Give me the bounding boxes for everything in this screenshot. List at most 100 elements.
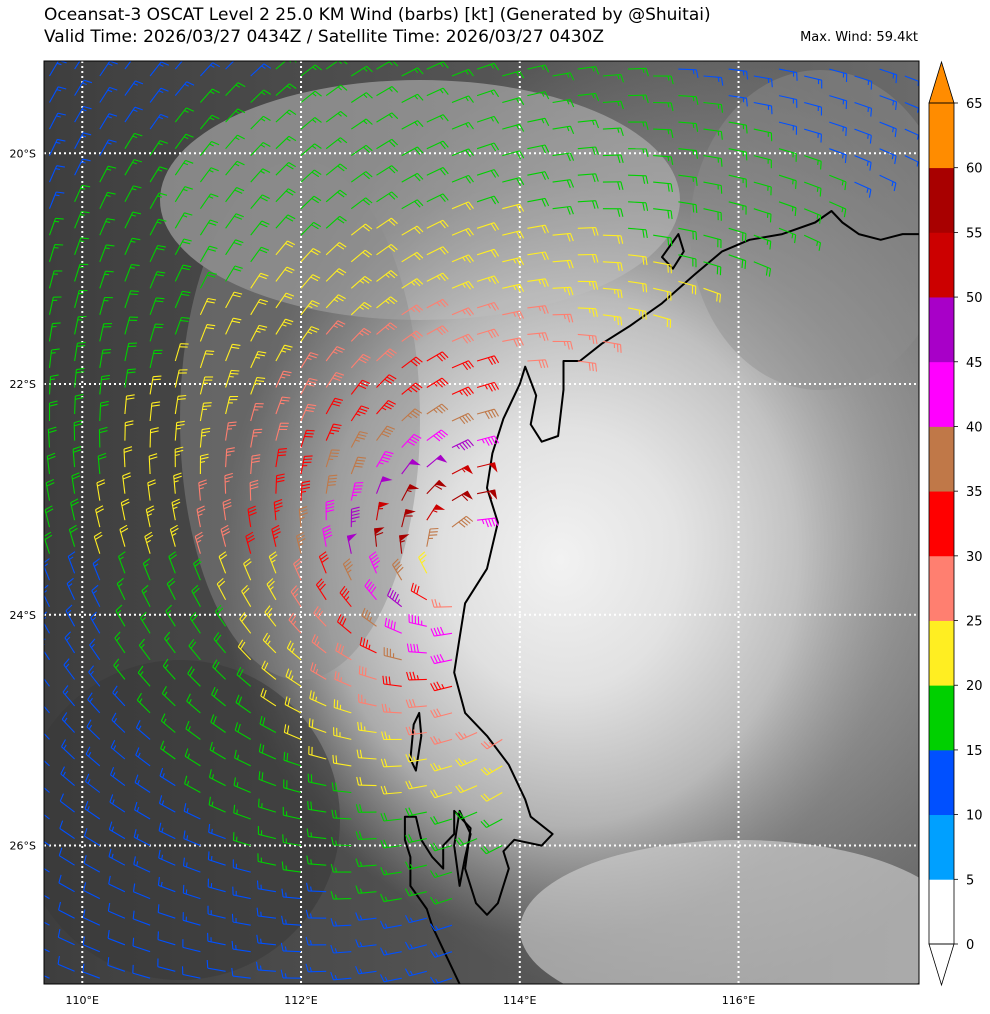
wind-barb (552, 179, 575, 189)
wind-barb (58, 847, 75, 866)
wind-barb (502, 257, 525, 266)
lon-label: 112°E (284, 994, 317, 1007)
wind-barb (753, 234, 772, 250)
barb-full-feather (433, 736, 439, 744)
barb-full-feather (645, 94, 649, 104)
barb-full-feather (122, 475, 131, 480)
barb-full-feather (158, 218, 167, 222)
barb-full-feather (513, 338, 518, 347)
barb-half-feather (136, 806, 140, 812)
wind-barb (804, 181, 822, 197)
barb-half-feather (236, 809, 238, 815)
barb-full-feather (770, 105, 773, 115)
barb-full-feather (127, 368, 136, 371)
barb-full-feather (331, 836, 334, 846)
barb-full-feather (595, 363, 598, 372)
barb-half-feather (187, 753, 191, 759)
barb-full-feather (232, 343, 241, 346)
barb-full-feather (519, 97, 525, 106)
barb-shaft (678, 121, 697, 125)
wind-barb (602, 314, 623, 326)
barb-full-feather (408, 753, 413, 762)
barb-shaft (199, 141, 212, 156)
barb-full-feather (278, 451, 287, 454)
wind-barb (112, 685, 126, 707)
barb-shaft (44, 948, 50, 953)
barb-half-feather (63, 717, 68, 723)
wind-barb (426, 193, 449, 203)
barb-full-feather (359, 636, 363, 646)
barb-full-feather (455, 733, 462, 741)
barb-full-feather (493, 116, 500, 124)
barb-full-feather (404, 941, 410, 950)
barb-full-feather (366, 65, 373, 73)
barb-shaft (59, 855, 75, 866)
colorbar-tick-label: 10 (966, 809, 983, 824)
barb-full-feather (385, 450, 394, 455)
barb-half-feather (286, 138, 291, 142)
barb-half-feather (44, 671, 45, 672)
barb-full-feather (268, 551, 277, 557)
barb-full-feather (442, 114, 449, 122)
barb-full-feather (468, 175, 474, 183)
wind-barb (174, 107, 195, 123)
barb-full-feather (216, 607, 224, 615)
wind-barb (300, 352, 319, 369)
barb-full-feather (233, 777, 236, 786)
barb-full-feather (487, 437, 493, 446)
wind-barb (83, 882, 101, 900)
wind-barb (380, 785, 402, 795)
wind-barb (149, 244, 166, 263)
barb-full-feather (380, 813, 385, 822)
barb-full-feather (212, 659, 218, 668)
barb-full-feather (158, 192, 168, 196)
barb-shaft (133, 891, 151, 900)
barb-full-feather (247, 505, 256, 510)
barb-full-feather (343, 558, 351, 565)
barb-full-feather (467, 439, 474, 447)
wind-barb (451, 307, 474, 317)
barb-full-feather (312, 274, 321, 279)
wind-barb (350, 118, 373, 130)
barb-full-feather (51, 348, 60, 351)
wind-barb (335, 642, 352, 661)
barb-full-feather (541, 198, 546, 207)
barb-full-feather (227, 424, 237, 427)
barb-half-feather (667, 75, 670, 81)
wind-barb (577, 146, 599, 156)
barb-full-feather (794, 234, 797, 244)
barb-half-feather (172, 506, 178, 510)
wind-barb (602, 73, 625, 83)
barb-half-feather (260, 144, 266, 148)
wind-barb (405, 699, 427, 709)
wind-barb (300, 429, 315, 448)
barb-full-feather (741, 259, 744, 268)
barb-full-feather (64, 631, 71, 639)
barb-full-feather (233, 291, 243, 295)
barb-half-feather (261, 65, 266, 69)
barb-half-feather (842, 153, 844, 159)
barb-full-feather (233, 317, 242, 321)
barb-full-feather (667, 264, 669, 273)
wind-barb (82, 936, 101, 953)
barb-full-feather (617, 235, 621, 244)
wind-barb (405, 915, 427, 924)
barb-full-feather (433, 682, 439, 691)
wind-barb (247, 505, 257, 528)
barb-full-feather (80, 237, 89, 240)
barb-full-feather (384, 378, 392, 384)
barb-full-feather (52, 322, 61, 325)
barb-half-feather (112, 772, 116, 777)
barb-half-feather (63, 744, 67, 750)
barb-half-feather (566, 126, 570, 132)
barb-full-feather (90, 611, 97, 619)
wind-barb (350, 353, 371, 369)
wind-barb (149, 140, 168, 156)
wind-barb (192, 558, 202, 581)
wind-barb (250, 428, 263, 448)
wind-barb (350, 327, 372, 342)
wind-barb (552, 98, 575, 108)
barb-full-feather (44, 558, 50, 564)
wind-barb (199, 167, 219, 183)
barb-full-feather (164, 631, 171, 639)
